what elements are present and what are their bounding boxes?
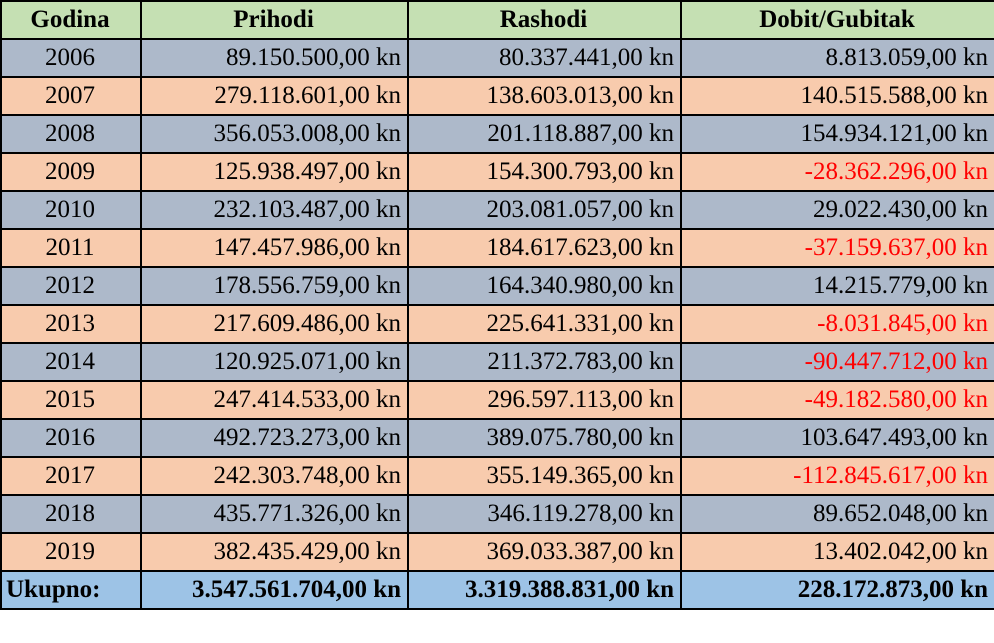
value-cell: 80.337.441,00 kn [407,38,682,78]
table-row: 2018 435.771.326,00 kn 346.119.278,00 kn 89… [0,494,994,534]
table-row: 2013 217.609.486,00 kn 225.641.331,00 kn -8… [0,304,994,344]
value-cell: 154.934.121,00 kn [680,114,994,154]
value-cell: 346.119.278,00 kn [407,494,682,534]
row-label-cell: 2018 [0,494,142,534]
value-cell: 217.609.486,00 kn [140,304,409,344]
value-cell: 203.081.057,00 kn [407,190,682,230]
column-header: Prihodi [140,0,409,40]
value-cell: -37.159.637,00 kn [680,228,994,268]
row-label-cell: 2009 [0,152,142,192]
column-header: Godina [0,0,142,40]
value-cell: 382.435.429,00 kn [140,532,409,572]
value-cell: 120.925.071,00 kn [140,342,409,382]
value-cell: 232.103.487,00 kn [140,190,409,230]
table-row: 2009 125.938.497,00 kn 154.300.793,00 kn -2… [0,152,994,192]
column-header: Dobit/Gubitak [680,0,994,40]
row-label-cell: 2011 [0,228,142,268]
value-cell: 369.033.387,00 kn [407,532,682,572]
row-label-cell: 2013 [0,304,142,344]
value-cell: 13.402.042,00 kn [680,532,994,572]
table-row: 2010 232.103.487,00 kn 203.081.057,00 kn 29… [0,190,994,230]
value-cell: 8.813.059,00 kn [680,38,994,78]
row-label-cell: 2016 [0,418,142,458]
value-cell: 140.515.588,00 kn [680,76,994,116]
value-cell: 389.075.780,00 kn [407,418,682,458]
value-cell: 103.647.493,00 kn [680,418,994,458]
table-row: 2007 279.118.601,00 kn 138.603.013,00 kn 14… [0,76,994,116]
row-label-cell: 2008 [0,114,142,154]
table-row: 2015 247.414.533,00 kn 296.597.113,00 kn -4… [0,380,994,420]
value-cell: 29.022.430,00 kn [680,190,994,230]
value-cell: 164.340.980,00 kn [407,266,682,306]
value-cell: 89.150.500,00 kn [140,38,409,78]
row-label-cell: 2012 [0,266,142,306]
value-cell: 138.603.013,00 kn [407,76,682,116]
value-cell: -8.031.845,00 kn [680,304,994,344]
value-cell: 355.149.365,00 kn [407,456,682,496]
value-cell: 211.372.783,00 kn [407,342,682,382]
value-cell: -90.447.712,00 kn [680,342,994,382]
table-row: Ukupno: 3.547.561.704,00 kn 3.319.388.831,… [0,570,994,610]
value-cell: 242.303.748,00 kn [140,456,409,496]
value-cell: 154.300.793,00 kn [407,152,682,192]
row-label-cell: 2019 [0,532,142,572]
table-row: 2016 492.723.273,00 kn 389.075.780,00 kn 10… [0,418,994,458]
value-cell: 279.118.601,00 kn [140,76,409,116]
row-label-cell: 2017 [0,456,142,496]
row-label-cell: 2007 [0,76,142,116]
value-cell: 89.652.048,00 kn [680,494,994,534]
value-cell: 435.771.326,00 kn [140,494,409,534]
table-row: 2019 382.435.429,00 kn 369.033.387,00 kn 13… [0,532,994,572]
table-row: 2014 120.925.071,00 kn 211.372.783,00 kn -9… [0,342,994,382]
table-row: 2006 89.150.500,00 kn 80.337.441,00 kn 8.81… [0,38,994,78]
value-cell: 3.547.561.704,00 kn [140,570,409,610]
value-cell: 296.597.113,00 kn [407,380,682,420]
row-label-cell: Ukupno: [0,570,142,610]
value-cell: 356.053.008,00 kn [140,114,409,154]
row-label-cell: 2014 [0,342,142,382]
row-label-cell: 2010 [0,190,142,230]
value-cell: -49.182.580,00 kn [680,380,994,420]
table-row: 2008 356.053.008,00 kn 201.118.887,00 kn 15… [0,114,994,154]
value-cell: 3.319.388.831,00 kn [407,570,682,610]
value-cell: 14.215.779,00 kn [680,266,994,306]
value-cell: 225.641.331,00 kn [407,304,682,344]
value-cell: 147.457.986,00 kn [140,228,409,268]
row-label-cell: 2015 [0,380,142,420]
financial-table: Godina Prihodi Rashodi Dobit/Gubitak 2006 89… [0,0,994,610]
value-cell: -112.845.617,00 kn [680,456,994,496]
value-cell: 492.723.273,00 kn [140,418,409,458]
table-row: 2011 147.457.986,00 kn 184.617.623,00 kn -3… [0,228,994,268]
header-row: Godina Prihodi Rashodi Dobit/Gubitak [0,0,994,40]
row-label-cell: 2006 [0,38,142,78]
value-cell: 201.118.887,00 kn [407,114,682,154]
value-cell: 178.556.759,00 kn [140,266,409,306]
value-cell: 184.617.623,00 kn [407,228,682,268]
value-cell: 125.938.497,00 kn [140,152,409,192]
table-row: 2017 242.303.748,00 kn 355.149.365,00 kn -1… [0,456,994,496]
value-cell: -28.362.296,00 kn [680,152,994,192]
column-header: Rashodi [407,0,682,40]
value-cell: 247.414.533,00 kn [140,380,409,420]
value-cell: 228.172.873,00 kn [680,570,994,610]
table-row: 2012 178.556.759,00 kn 164.340.980,00 kn 14… [0,266,994,306]
